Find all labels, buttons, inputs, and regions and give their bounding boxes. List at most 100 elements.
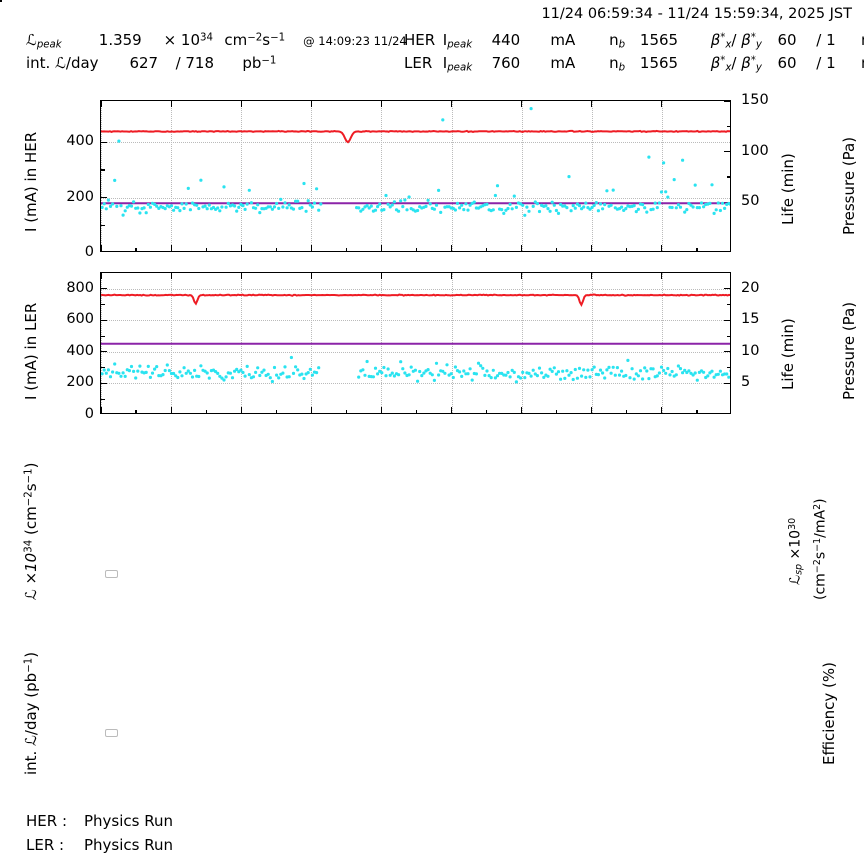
axis-tick [101, 303, 105, 306]
footer-her-key: HER : [26, 812, 68, 830]
axis-tick [101, 169, 105, 171]
axis-tick [101, 335, 105, 337]
axis-tick [521, 247, 523, 251]
axis-tick [310, 273, 312, 279]
her-beta-y: / 1 [816, 31, 836, 49]
axis-tick [310, 101, 312, 107]
legend-luminosity [105, 570, 118, 578]
her-ring-label: HER [404, 31, 436, 49]
plot-data-layer [101, 107, 730, 217]
ler-ipeak-label: Ipeak [442, 54, 473, 74]
ler-ring-label: LER [404, 54, 433, 72]
axis-tick [724, 319, 730, 321]
her-ipeak-value: 440 [491, 31, 521, 49]
footer-ler-key: LER : [26, 836, 65, 854]
ler-beta-unit: mm [861, 54, 864, 72]
axis-tick [170, 409, 172, 413]
footer-her-status: HER : Physics Run [26, 812, 173, 830]
ler-ipeak-unit: mA [550, 54, 576, 72]
gridline-horizontal [101, 320, 730, 322]
gridline-vertical [101, 101, 102, 251]
her-ipeak-unit: mA [550, 31, 576, 49]
lpeak-times: × 1034 [163, 31, 213, 49]
gridline-horizontal [101, 197, 730, 199]
gridline-vertical [381, 101, 383, 251]
header-lpeak-row: ℒpeak 1.359 × 1034 cm−2s−1 @ 14:09:23 11… [26, 31, 413, 51]
ytick-ler-right: 10 [741, 342, 760, 359]
axis-tick [724, 151, 730, 153]
axis-tick [170, 101, 172, 107]
axis-tick [380, 409, 383, 413]
axis-tick [724, 288, 730, 290]
axis-tick [101, 367, 105, 369]
axis-tick [101, 197, 107, 199]
axis-tick [591, 409, 593, 413]
axis-tick [380, 273, 383, 279]
ytick-ler-left: 800 [66, 279, 94, 296]
axis-tick [101, 224, 105, 226]
gridline-vertical [661, 101, 663, 251]
time-range-label: 11/24 06:59:34 - 11/24 15:59:34, 2025 JS… [541, 6, 852, 22]
axis-tick [486, 247, 488, 251]
her-nb-value: 1565 [639, 31, 679, 49]
ytick-ler-right: 15 [741, 311, 760, 328]
axis-tick [726, 303, 730, 306]
chart-panel-ler[interactable] [100, 272, 731, 414]
ler-nb-label: nb [609, 54, 626, 74]
axis-tick [170, 273, 172, 279]
axis-tick [205, 409, 207, 413]
header-her-params: HER Ipeak 440 mA nb 1565 β*x/ β*y 60 / 1… [404, 31, 864, 51]
ler-ipeak-value: 760 [491, 54, 521, 72]
axis-tick [380, 247, 383, 251]
axis-tick [135, 409, 137, 413]
axis-title-ler-left: I (mA) in LER [22, 302, 40, 400]
axis-tick [101, 141, 107, 144]
axis-tick [521, 101, 523, 107]
axis-tick [556, 409, 558, 413]
axis-tick [696, 247, 698, 251]
axis-tick [726, 367, 730, 369]
axis-tick [275, 409, 277, 413]
axis-tick [101, 273, 102, 279]
gridline-vertical [521, 101, 523, 251]
axis-tick [661, 247, 663, 251]
lpeak-value: 1.359 [98, 31, 142, 49]
ytick-her-right: 100 [741, 142, 769, 159]
chart-panel-integrated[interactable] [0, 0, 2, 2]
lpeak-timestamp: @ 14:09:23 11/24 [303, 34, 407, 48]
chart-panel-her[interactable] [100, 100, 731, 252]
axis-title-pressure-her: Pressure (Pa) [840, 136, 858, 235]
gridline-vertical [591, 101, 593, 251]
gridline-horizontal [101, 383, 730, 385]
axis-tick [101, 409, 102, 413]
axis-tick [521, 273, 523, 279]
series-ler-current [101, 293, 730, 308]
axis-tick [275, 247, 277, 251]
axis-tick [591, 273, 593, 279]
axis-tick [101, 351, 107, 353]
axis-tick [450, 409, 453, 413]
axis-tick [240, 409, 242, 413]
axis-tick [205, 247, 207, 251]
axis-tick [556, 247, 558, 251]
axis-tick [626, 409, 628, 413]
footer-her-value: Physics Run [84, 812, 174, 830]
axis-tick [724, 101, 730, 102]
axis-tick [726, 125, 730, 127]
axis-tick [310, 247, 312, 251]
axis-title-pressure-ler: Pressure (Pa) [840, 301, 858, 400]
axis-tick [661, 101, 663, 107]
axis-title-luminosity-left: ℒ ×1034 (cm−2s−1) [22, 462, 40, 600]
axis-tick [170, 247, 172, 251]
axis-tick [450, 247, 453, 251]
axis-tick [240, 101, 242, 107]
axis-tick [380, 101, 383, 107]
axis-tick [591, 247, 593, 251]
ytick-ler-left: 0 [84, 406, 94, 422]
axis-title-lsp: ℒsp ×1030 [787, 517, 805, 585]
axis-title-life-her: Life (min) [779, 153, 797, 225]
gridline-vertical [171, 101, 173, 251]
plot-data-layer [101, 293, 730, 384]
ler-beta-y: / 1 [816, 54, 836, 72]
her-ipeak-label: Ipeak [442, 31, 473, 51]
